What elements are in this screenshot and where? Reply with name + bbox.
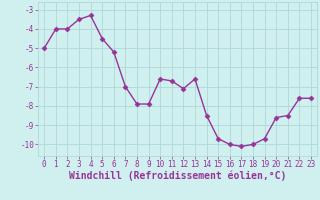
X-axis label: Windchill (Refroidissement éolien,°C): Windchill (Refroidissement éolien,°C) xyxy=(69,171,286,181)
